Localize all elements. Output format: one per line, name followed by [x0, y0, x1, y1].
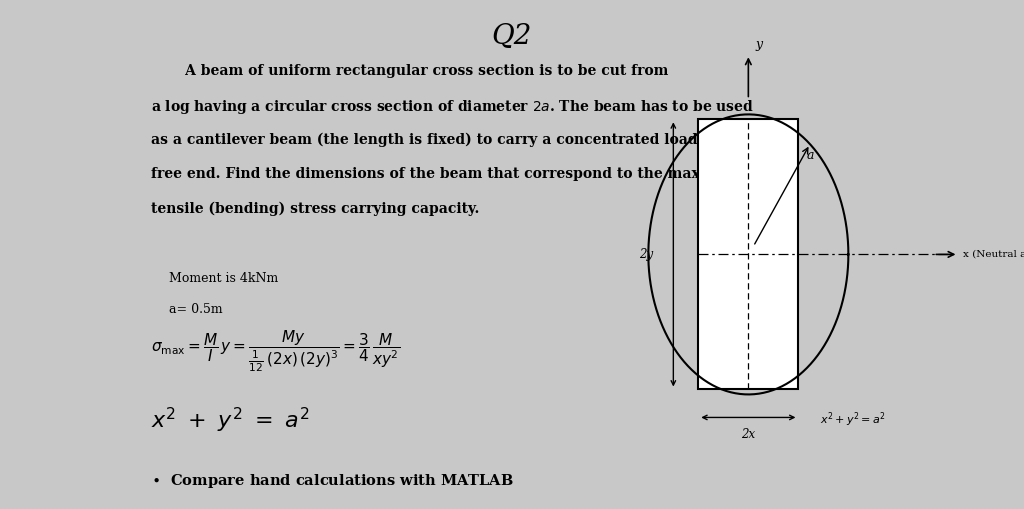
Text: A beam of uniform rectangular cross section is to be cut from: A beam of uniform rectangular cross sect… — [151, 64, 669, 78]
Text: free end. Find the dimensions of the beam that correspond to the maximum: free end. Find the dimensions of the bea… — [151, 167, 744, 182]
Text: a: a — [806, 150, 814, 162]
Text: $\bullet$  Compare hand calculations with MATLAB: $\bullet$ Compare hand calculations with… — [151, 472, 514, 490]
Text: Moment is 4kNm: Moment is 4kNm — [169, 272, 278, 286]
Text: $x^2+y^2=a^2$: $x^2+y^2=a^2$ — [820, 410, 886, 429]
Bar — [698, 120, 799, 389]
Text: y: y — [756, 38, 763, 51]
Text: 2y: 2y — [639, 248, 653, 261]
Text: as a cantilever beam (the length is fixed) to carry a concentrated load at the: as a cantilever beam (the length is fixe… — [151, 133, 749, 147]
Text: $x^2\ +\ y^2\ =\ a^2$: $x^2\ +\ y^2\ =\ a^2$ — [151, 405, 309, 435]
Text: 2x: 2x — [741, 428, 756, 441]
Text: x (Neutral axis): x (Neutral axis) — [964, 250, 1024, 259]
Text: Q2: Q2 — [492, 23, 532, 50]
Text: $\sigma_{\mathrm{max}} = \dfrac{M}{I}\,y = \dfrac{My}{\frac{1}{12}\,(2x)\,(2y)^3: $\sigma_{\mathrm{max}} = \dfrac{M}{I}\,y… — [151, 328, 400, 374]
Text: a= 0.5m: a= 0.5m — [169, 303, 222, 316]
Text: tensile (bending) stress carrying capacity.: tensile (bending) stress carrying capaci… — [151, 202, 479, 216]
Text: a log having a circular cross section of diameter $2a$. The beam has to be used: a log having a circular cross section of… — [151, 98, 754, 116]
